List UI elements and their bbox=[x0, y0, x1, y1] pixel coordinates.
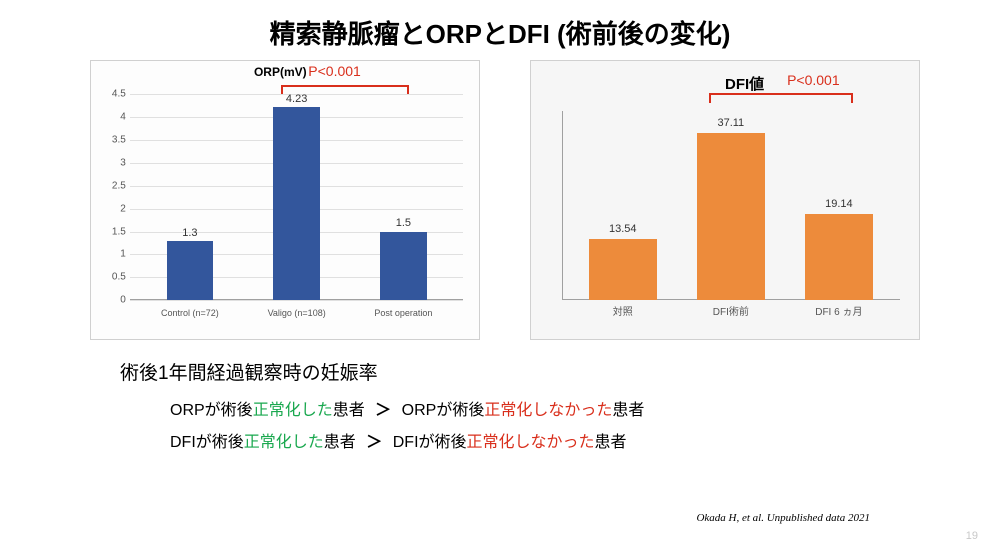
orp-bracket bbox=[281, 85, 409, 87]
dfi-bar bbox=[697, 133, 765, 300]
comparison-lines: ORPが術後正常化した患者 ＞ ORPが術後正常化しなかった患者 DFIが術後正… bbox=[170, 395, 644, 459]
dfi-chart-title: DFI値 bbox=[725, 73, 764, 94]
dfi-plot: 13.54対照37.11DFI術前19.14DFI 6 ヵ月 bbox=[562, 111, 900, 300]
page-title: 精索静脈瘤とORPとDFI (術前後の変化) bbox=[0, 14, 1000, 51]
orp-chart-title: ORP(mV) bbox=[254, 65, 307, 79]
dfi-bar bbox=[805, 214, 873, 300]
page-number: 19 bbox=[966, 530, 978, 542]
orp-bar bbox=[167, 241, 214, 300]
line-dfi: DFIが術後正常化した患者 ＞ DFIが術後正常化しなかった患者 bbox=[170, 427, 644, 459]
dfi-bracket bbox=[709, 93, 853, 95]
charts-row: ORP(mV) P<0.001 00.511.522.533.544.51.3C… bbox=[90, 60, 920, 340]
orp-pvalue: P<0.001 bbox=[308, 63, 361, 79]
dfi-bar bbox=[589, 239, 657, 300]
dfi-pvalue: P<0.001 bbox=[787, 72, 840, 88]
orp-bar bbox=[380, 232, 427, 301]
orp-plot: 00.511.522.533.544.51.3Control (n=72)4.2… bbox=[130, 94, 464, 300]
pregnancy-subhead: 術後1年間経過観察時の妊娠率 bbox=[120, 358, 378, 385]
orp-bar bbox=[273, 107, 320, 300]
dfi-chart: DFI値 P<0.001 13.54対照37.11DFI術前19.14DFI 6… bbox=[530, 60, 920, 340]
orp-chart: ORP(mV) P<0.001 00.511.522.533.544.51.3C… bbox=[90, 60, 480, 340]
citation: Okada H, et al. Unpublished data 2021 bbox=[696, 512, 870, 524]
line-orp: ORPが術後正常化した患者 ＞ ORPが術後正常化しなかった患者 bbox=[170, 395, 644, 427]
